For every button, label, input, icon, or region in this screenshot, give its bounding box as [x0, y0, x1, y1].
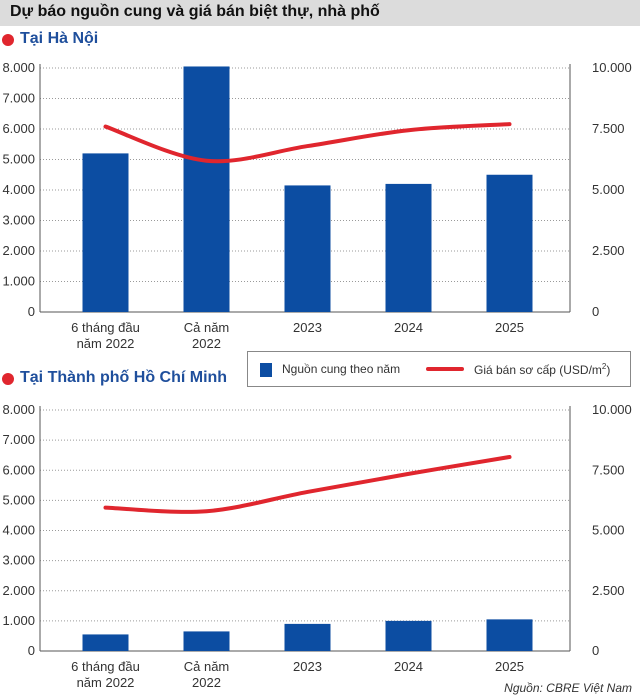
y-tick-right: 5.000 [592, 182, 625, 197]
y-tick-left: 5.000 [2, 492, 35, 507]
title-bar: Dự báo nguồn cung và giá bán biệt thự, n… [0, 0, 640, 26]
section-marker-hcmc [2, 373, 14, 385]
figure-title: Dự báo nguồn cung và giá bán biệt thự, n… [10, 3, 380, 20]
x-tick-label: 2025 [495, 320, 524, 335]
y-tick-left: 3.000 [2, 213, 35, 228]
y-tick-left: 0 [28, 304, 35, 319]
y-tick-left: 7.000 [2, 432, 35, 447]
y-tick-left: 1.000 [2, 613, 35, 628]
y-tick-left: 6.000 [2, 462, 35, 477]
legend-bar-swatch [260, 363, 272, 377]
bar [385, 620, 432, 651]
y-tick-left: 4.000 [2, 523, 35, 538]
x-tick-label: 6 tháng đầu [71, 320, 140, 335]
bar [183, 66, 230, 312]
section-marker-hanoi [2, 34, 14, 46]
y-tick-left: 7.000 [2, 91, 35, 106]
bar [284, 185, 331, 312]
legend: Nguồn cung theo năm Giá bán sơ cấp (USD/… [247, 351, 631, 387]
y-tick-right: 2.500 [592, 583, 625, 598]
y-tick-right: 7.500 [592, 462, 625, 477]
y-tick-right: 7.500 [592, 121, 625, 136]
section-title-hanoi: Tại Hà Nội [20, 30, 99, 47]
x-tick-label: năm 2022 [77, 336, 135, 351]
bar [284, 623, 331, 651]
bar [486, 619, 533, 651]
bar [385, 183, 432, 312]
y-tick-left: 1.000 [2, 274, 35, 289]
y-tick-left: 8.000 [2, 60, 35, 75]
bar [486, 174, 533, 312]
y-tick-right: 2.500 [592, 243, 625, 258]
x-tick-label: 2024 [394, 659, 423, 674]
y-tick-left: 0 [28, 643, 35, 658]
legend-line-label-sup: 2 [601, 362, 607, 371]
x-tick-label: 2023 [293, 659, 322, 674]
y-tick-right: 10.000 [592, 60, 632, 75]
y-tick-right: 0 [592, 643, 599, 658]
x-tick-label: 2022 [192, 336, 221, 351]
y-tick-left: 4.000 [2, 182, 35, 197]
y-tick-left: 2.000 [2, 583, 35, 598]
x-tick-label: 2023 [293, 320, 322, 335]
legend-line-label: Giá bán sơ cấp (USD/m2) [474, 362, 610, 377]
y-tick-left: 3.000 [2, 553, 35, 568]
price-line [103, 454, 512, 514]
legend-line-swatch [426, 367, 464, 371]
x-tick-label: Cả năm [184, 659, 230, 674]
source-note: Nguồn: CBRE Việt Nam [504, 681, 632, 695]
x-tick-label: 2024 [394, 320, 423, 335]
x-tick-label: 6 tháng đầu [71, 659, 140, 674]
x-tick-label: 2022 [192, 675, 221, 690]
x-tick-label: năm 2022 [77, 675, 135, 690]
legend-line-label-end: ) [606, 363, 611, 377]
y-tick-right: 5.000 [592, 523, 625, 538]
x-tick-label: 2025 [495, 659, 524, 674]
section-title-hcmc: Tại Thành phố Hồ Chí Minh [20, 369, 228, 386]
x-tick-label: Cả năm [184, 320, 230, 335]
bar [82, 634, 129, 651]
y-tick-right: 0 [592, 304, 599, 319]
y-tick-left: 2.000 [2, 243, 35, 258]
y-tick-right: 10.000 [592, 402, 632, 417]
legend-bar-label: Nguồn cung theo năm [282, 362, 401, 376]
y-tick-left: 6.000 [2, 121, 35, 136]
bar [82, 153, 129, 312]
legend-line-label-text: Giá bán sơ cấp (USD/m [474, 363, 602, 377]
y-tick-left: 5.000 [2, 152, 35, 167]
bar [183, 631, 230, 651]
y-tick-left: 8.000 [2, 402, 35, 417]
price-line [103, 122, 512, 164]
